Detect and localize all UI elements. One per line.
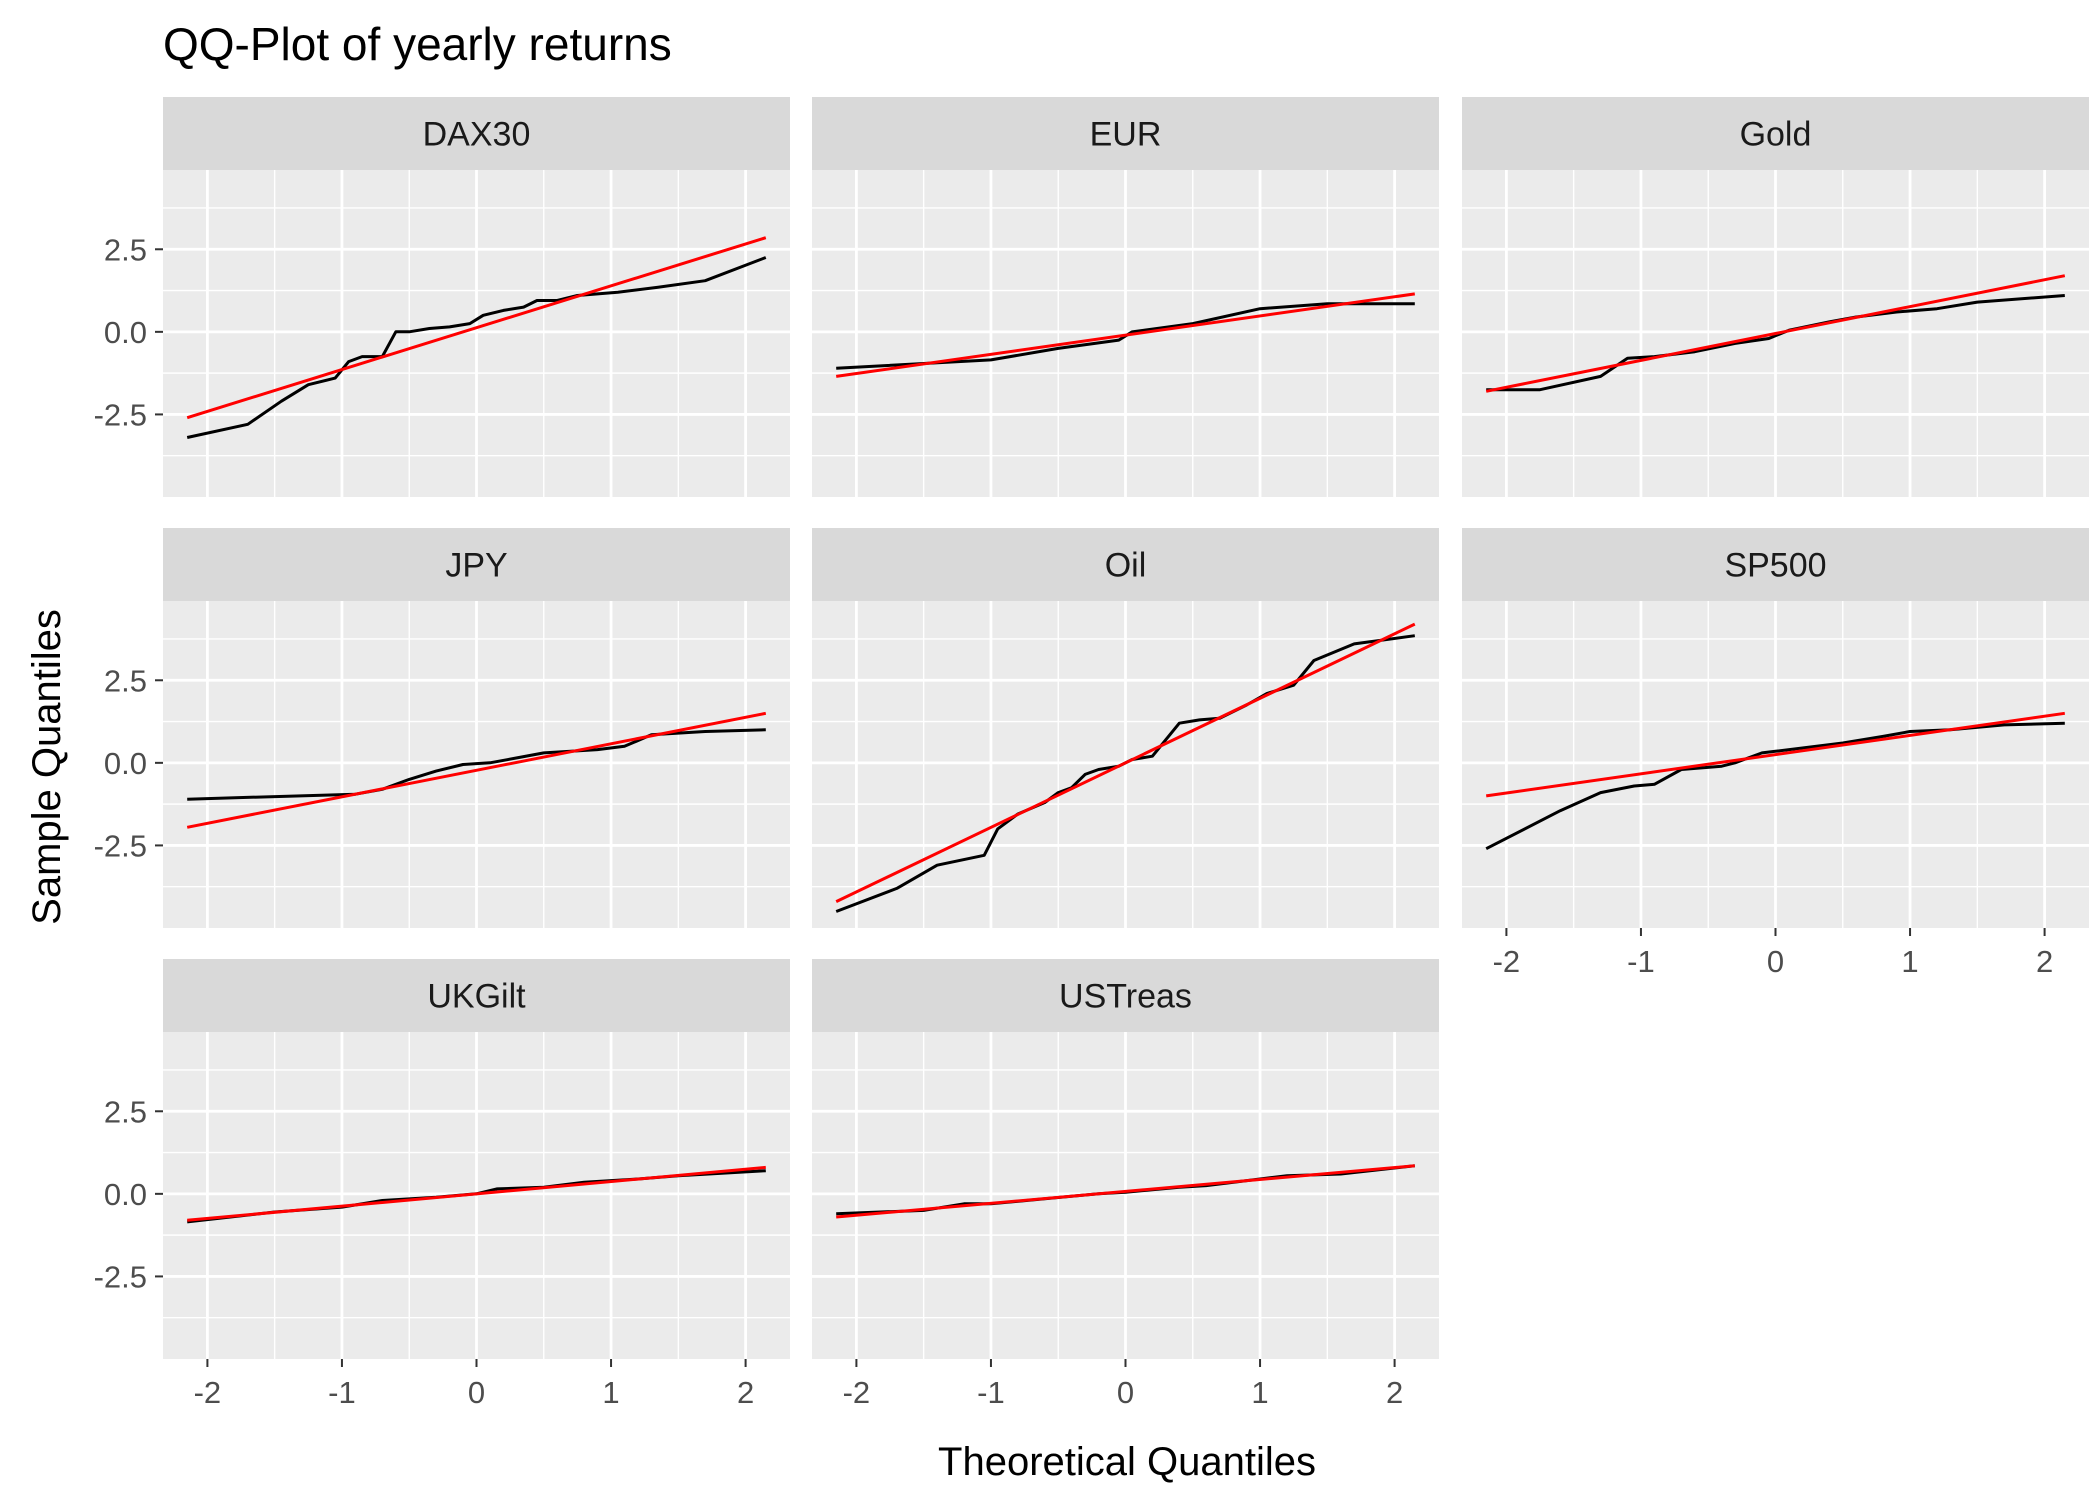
gridlines-ustreas xyxy=(812,1032,1439,1359)
sample-quantile-line-gold xyxy=(1486,294,2065,392)
x-tick-label: -2 xyxy=(194,1375,222,1410)
reference-line-sp500 xyxy=(1485,711,2066,798)
chart-title: QQ-Plot of yearly returns xyxy=(163,18,672,70)
panel-ustreas: USTreas -2 -1 0 1 2 xyxy=(812,959,1439,1410)
y-tick-label: 2.5 xyxy=(104,1094,147,1129)
panel-ukgilt: UKGilt -2.5 0.0 2.5 -2 -1 0 1 2 xyxy=(94,959,790,1410)
lines-ukgilt xyxy=(187,1165,766,1224)
reference-line-eur xyxy=(835,292,1416,378)
lines-gold xyxy=(1485,274,2066,393)
strip-eur xyxy=(812,97,1439,170)
gridlines-eur xyxy=(812,170,1439,497)
panel-oil: Oil xyxy=(812,528,1439,928)
reference-line-oil xyxy=(835,622,1416,903)
strip-label-eur: EUR xyxy=(1090,116,1162,154)
strip-ukgilt xyxy=(163,959,790,1032)
y-axis-title: Sample Quantiles xyxy=(25,609,69,925)
strip-label-dax30: DAX30 xyxy=(423,116,531,154)
lines-sp500 xyxy=(1485,711,2066,851)
x-tick-label: -2 xyxy=(1493,944,1521,979)
lines-jpy xyxy=(186,711,767,829)
panel-gold: Gold xyxy=(1462,97,2089,497)
panel-dax30: DAX30 -2.5 0.0 2.5 xyxy=(94,97,790,497)
reference-line-ukgilt xyxy=(187,1165,766,1222)
strip-label-oil: Oil xyxy=(1105,547,1147,585)
gridlines-sp500 xyxy=(1462,601,2089,928)
strip-dax30 xyxy=(163,97,790,170)
facet-panels: DAX30 -2.5 0.0 2.5 EUR Gold JPY -2.5 0.0 2.5 Oil SP… xyxy=(94,97,2089,1410)
x-tick-label: 2 xyxy=(2036,944,2053,979)
x-axis-title: Theoretical Quantiles xyxy=(938,1440,1316,1484)
panel-sp500: SP500 -2 -1 0 1 2 xyxy=(1462,528,2089,979)
panel-jpy: JPY -2.5 0.0 2.5 xyxy=(94,528,790,928)
reference-line-jpy xyxy=(186,711,767,829)
strip-label-gold: Gold xyxy=(1740,116,1812,154)
strip-label-ustreas: USTreas xyxy=(1059,978,1192,1016)
strip-gold xyxy=(1462,97,2089,170)
lines-dax30 xyxy=(186,236,767,439)
y-tick-label: 0.0 xyxy=(104,315,147,350)
y-tick-label: 2.5 xyxy=(104,663,147,698)
y-tick-label: 0.0 xyxy=(104,746,147,781)
gridlines-dax30 xyxy=(163,170,790,497)
strip-ustreas xyxy=(812,959,1439,1032)
x-tick-label: 0 xyxy=(1767,944,1784,979)
x-tick-label: -1 xyxy=(1627,944,1655,979)
gridlines-gold xyxy=(1462,170,2089,497)
x-tick-label: 2 xyxy=(737,1375,754,1410)
sample-quantile-line-dax30 xyxy=(186,256,767,439)
x-tick-label: 0 xyxy=(468,1375,485,1410)
lines-ustreas xyxy=(836,1164,1415,1219)
y-tick-label: -2.5 xyxy=(94,828,147,863)
x-tick-label: 1 xyxy=(1901,944,1918,979)
strip-sp500 xyxy=(1462,528,2089,601)
y-tick-label: -2.5 xyxy=(94,1259,147,1294)
x-tick-label: 0 xyxy=(1117,1375,1134,1410)
strip-label-jpy: JPY xyxy=(445,547,507,585)
strip-label-ukgilt: UKGilt xyxy=(427,978,526,1016)
y-tick-label: 0.0 xyxy=(104,1177,147,1212)
strip-jpy xyxy=(163,528,790,601)
x-tick-label: -2 xyxy=(843,1375,871,1410)
x-tick-label: -1 xyxy=(977,1375,1005,1410)
x-tick-label: 2 xyxy=(1386,1375,1403,1410)
x-tick-label: 1 xyxy=(602,1375,619,1410)
reference-line-ustreas xyxy=(836,1164,1415,1219)
lines-oil xyxy=(835,622,1416,913)
reference-line-dax30 xyxy=(186,236,767,420)
sample-quantile-line-eur xyxy=(836,302,1415,370)
strip-label-sp500: SP500 xyxy=(1724,547,1826,585)
lines-eur xyxy=(835,292,1416,378)
y-tick-label: 2.5 xyxy=(104,232,147,267)
panel-eur: EUR xyxy=(812,97,1439,497)
x-tick-label: -1 xyxy=(328,1375,356,1410)
x-tick-label: 1 xyxy=(1251,1375,1268,1410)
strip-oil xyxy=(812,528,1439,601)
y-tick-label: -2.5 xyxy=(94,397,147,432)
reference-line-gold xyxy=(1485,274,2066,393)
